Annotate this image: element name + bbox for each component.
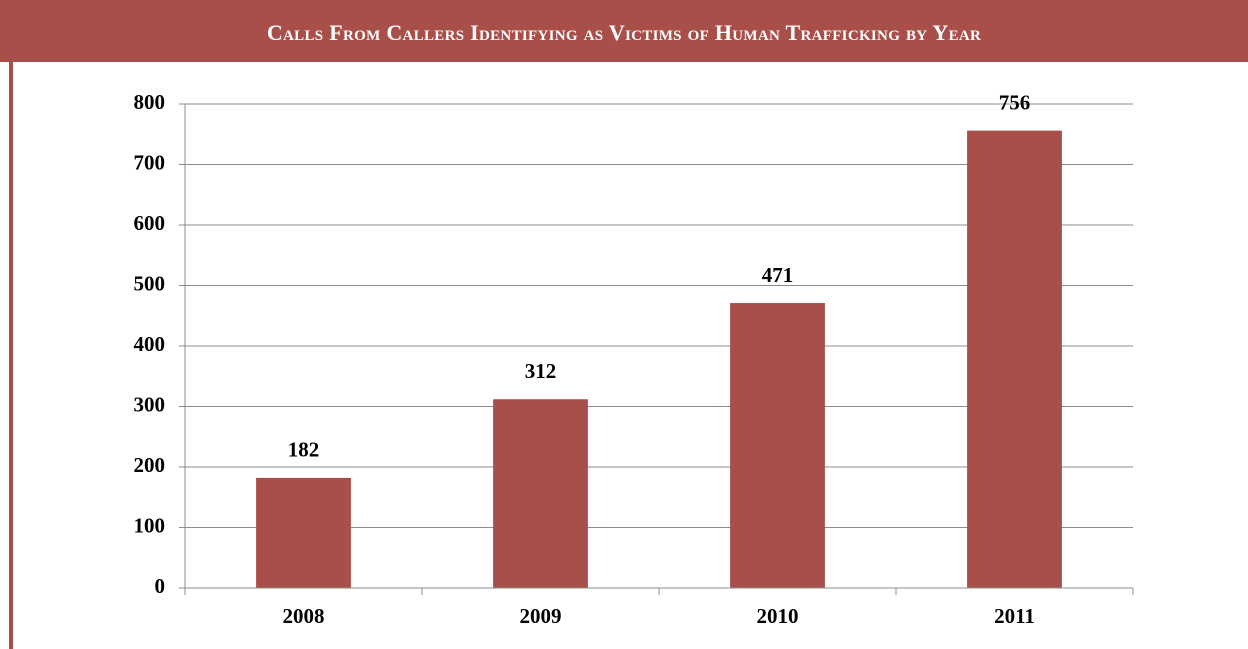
x-tick-label: 2011: [994, 604, 1035, 628]
left-border: [9, 62, 13, 649]
data-label: 471: [762, 263, 794, 287]
y-tick-label: 200: [134, 453, 166, 477]
x-tick-label: 2009: [520, 604, 562, 628]
y-tick-label: 800: [134, 90, 166, 114]
bar: [493, 399, 588, 588]
x-tick-label: 2008: [283, 604, 325, 628]
data-label: 182: [288, 438, 320, 462]
y-tick-label: 600: [134, 211, 166, 235]
y-tick-label: 500: [134, 271, 166, 295]
y-tick-label: 400: [134, 332, 166, 356]
data-label: 312: [525, 359, 557, 383]
x-tick-label: 2010: [757, 604, 799, 628]
y-tick-label: 100: [134, 513, 166, 537]
y-tick-label: 700: [134, 150, 166, 174]
header-bar: [0, 0, 1248, 62]
bar: [967, 130, 1062, 588]
y-tick-label: 300: [134, 392, 166, 416]
bar: [730, 303, 825, 588]
data-label: 756: [999, 90, 1031, 114]
bar: [256, 477, 351, 588]
chart-title: Calls From Callers Identifying as Victim…: [266, 20, 982, 45]
y-tick-label: 0: [155, 574, 166, 598]
